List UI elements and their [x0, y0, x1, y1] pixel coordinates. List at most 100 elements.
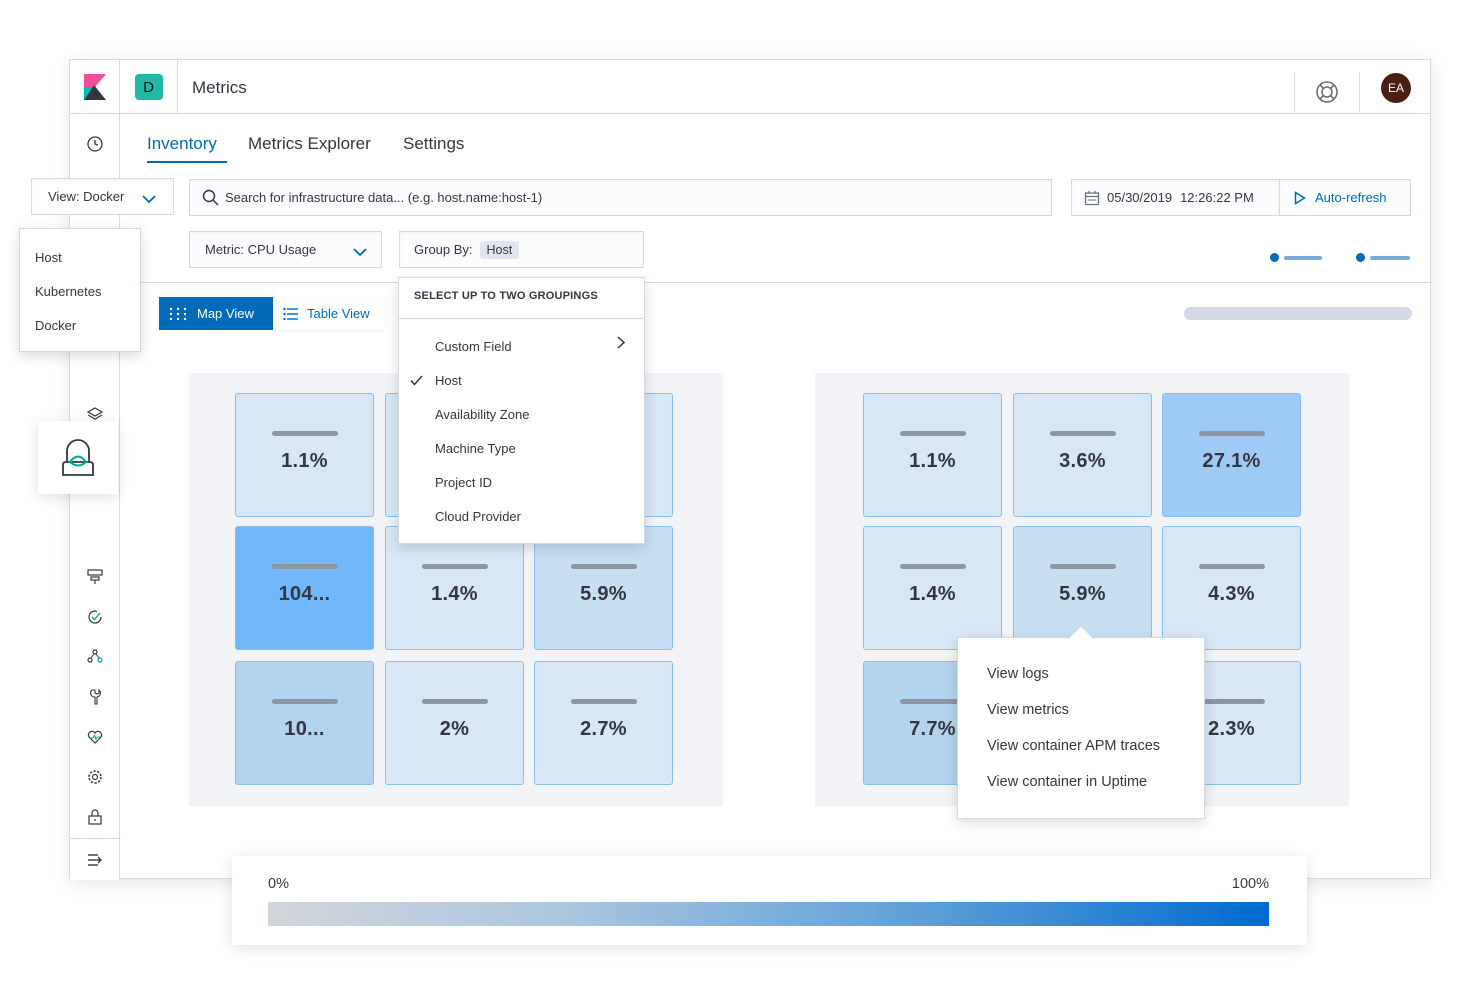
group-option-project-id[interactable]: Project ID	[435, 475, 493, 490]
user-avatar[interactable]: EA	[1381, 73, 1411, 103]
calendar-icon	[1084, 190, 1100, 205]
group-option-machine-type[interactable]: Machine Type	[435, 441, 516, 456]
view-apm-traces-link[interactable]: View container APM traces	[987, 738, 1161, 754]
map-panel-left: 1.1% 104... 1.4% 5.9% 10... 2% 2.7%	[189, 373, 723, 806]
tab-settings[interactable]: Settings	[403, 134, 465, 153]
stack-layers-icon[interactable]	[85, 404, 105, 424]
tile-name-placeholder	[421, 564, 488, 569]
map-tile[interactable]: 27.1%	[1162, 393, 1301, 517]
view-select[interactable]: View: Docker	[31, 178, 174, 215]
graph-explore-icon[interactable]	[85, 647, 105, 667]
view-select-menu: Host Kubernetes Docker	[19, 228, 141, 352]
tile-value: 4.3%	[1208, 583, 1255, 605]
play-icon	[1294, 190, 1306, 205]
list-icon	[283, 307, 298, 320]
group-by-select[interactable]: Group By: Host	[399, 231, 644, 268]
view-select-label: View: Docker	[48, 189, 125, 204]
kibana-logo[interactable]	[70, 60, 120, 114]
group-by-popover-title: SELECT UP TO TWO GROUPINGS	[414, 290, 598, 302]
security-lock-icon[interactable]	[85, 807, 105, 827]
metric-select[interactable]: Metric: CPU Usage	[189, 231, 382, 268]
help-lifebuoy-icon	[1316, 81, 1338, 103]
view-option-kubernetes[interactable]: Kubernetes	[35, 284, 102, 299]
map-tile[interactable]: 1.1%	[235, 393, 374, 517]
monitoring-heart-icon[interactable]	[85, 727, 105, 747]
map-tile[interactable]: 3.6%	[1013, 393, 1152, 517]
help-button[interactable]	[1294, 72, 1360, 112]
space-avatar: D	[134, 74, 163, 100]
group-option-host[interactable]: Host	[435, 373, 462, 388]
series-line-2	[1370, 256, 1410, 260]
recently-viewed-clock-icon[interactable]	[85, 134, 105, 154]
tile-value: 1.4%	[431, 583, 478, 605]
legend-max-label: 100%	[1231, 876, 1269, 892]
map-tile[interactable]: 1.1%	[863, 393, 1002, 517]
observability-icon	[62, 439, 94, 476]
date-picker[interactable]: 05/30/2019 12:26:22 PM	[1071, 179, 1280, 216]
map-view-button[interactable]: Map View	[159, 297, 273, 330]
auto-refresh-button[interactable]: Auto-refresh	[1279, 179, 1411, 216]
tile-value: 2.7%	[580, 718, 627, 740]
tab-metrics-explorer[interactable]: Metrics Explorer	[248, 134, 371, 153]
color-legend: 0% 100%	[232, 856, 1307, 945]
group-option-custom-field[interactable]: Custom Field	[435, 339, 512, 354]
tile-value: 1.1%	[281, 450, 328, 472]
group-by-chip-host[interactable]: Host	[479, 240, 520, 259]
search-icon	[202, 189, 219, 206]
tile-name-placeholder	[1049, 431, 1116, 436]
map-tile[interactable]: 2%	[385, 661, 524, 785]
map-tile[interactable]: 1.4%	[863, 526, 1002, 650]
map-tile[interactable]: 104...	[235, 526, 374, 650]
kibana-logo-icon	[83, 74, 106, 100]
tile-name-placeholder	[271, 564, 338, 569]
tile-name-placeholder	[271, 431, 338, 436]
dev-tools-wrench-icon[interactable]	[85, 687, 105, 707]
tile-value: 1.4%	[909, 583, 956, 605]
tile-name-placeholder	[570, 564, 637, 569]
search-input[interactable]: Search for infrastructure data... (e.g. …	[225, 190, 543, 205]
chevron-right-icon[interactable]	[617, 336, 625, 349]
space-selector[interactable]: D	[120, 60, 178, 114]
tile-value: 2.3%	[1208, 718, 1255, 740]
map-tile[interactable]: 2.7%	[534, 661, 673, 785]
tile-value: 3.6%	[1059, 450, 1106, 472]
map-tile[interactable]: 5.9%	[534, 526, 673, 650]
table-view-button[interactable]: Table View	[273, 297, 385, 330]
tile-value: 104...	[278, 583, 331, 605]
view-logs-link[interactable]: View logs	[987, 666, 1049, 682]
uptime-icon[interactable]	[85, 607, 105, 627]
tile-name-placeholder	[1198, 431, 1265, 436]
tile-name-placeholder	[421, 699, 488, 704]
header-bar: D Metrics EA	[70, 60, 1430, 114]
chevron-down-icon	[353, 248, 367, 257]
map-tile[interactable]: 1.4%	[385, 526, 524, 650]
group-option-availability-zone[interactable]: Availability Zone	[435, 407, 530, 422]
search-bar[interactable]: Search for infrastructure data... (e.g. …	[189, 179, 1052, 216]
infrastructure-icon[interactable]	[85, 567, 105, 587]
management-gear-icon[interactable]	[85, 767, 105, 787]
checkmark-icon	[410, 375, 423, 386]
observability-nav-card[interactable]	[38, 421, 118, 494]
view-option-docker[interactable]: Docker	[35, 318, 77, 333]
tab-inventory[interactable]: Inventory	[147, 134, 227, 163]
tile-name-placeholder	[570, 699, 637, 704]
nav-collapse-button[interactable]	[70, 838, 120, 880]
map-tile[interactable]: 4.3%	[1162, 526, 1301, 650]
map-tile[interactable]: 10...	[235, 661, 374, 785]
toolbar-divider	[120, 282, 1432, 283]
view-option-host[interactable]: Host	[35, 250, 62, 265]
group-option-cloud-provider[interactable]: Cloud Provider	[435, 509, 521, 524]
date-value: 05/30/2019	[1107, 190, 1173, 205]
page-title: Metrics	[192, 78, 247, 97]
loading-placeholder-bar	[1184, 307, 1412, 320]
legend-gradient-bar	[268, 902, 1269, 926]
view-metrics-link[interactable]: View metrics	[987, 702, 1069, 718]
tile-name-placeholder	[1198, 699, 1265, 704]
view-uptime-link[interactable]: View container in Uptime	[987, 774, 1148, 790]
tile-value: 5.9%	[580, 583, 627, 605]
series-line-1	[1284, 256, 1322, 260]
tile-name-placeholder	[899, 699, 966, 704]
grid-dots-icon	[169, 307, 187, 320]
popover-divider	[399, 318, 644, 319]
popover-arrow	[1068, 625, 1094, 639]
